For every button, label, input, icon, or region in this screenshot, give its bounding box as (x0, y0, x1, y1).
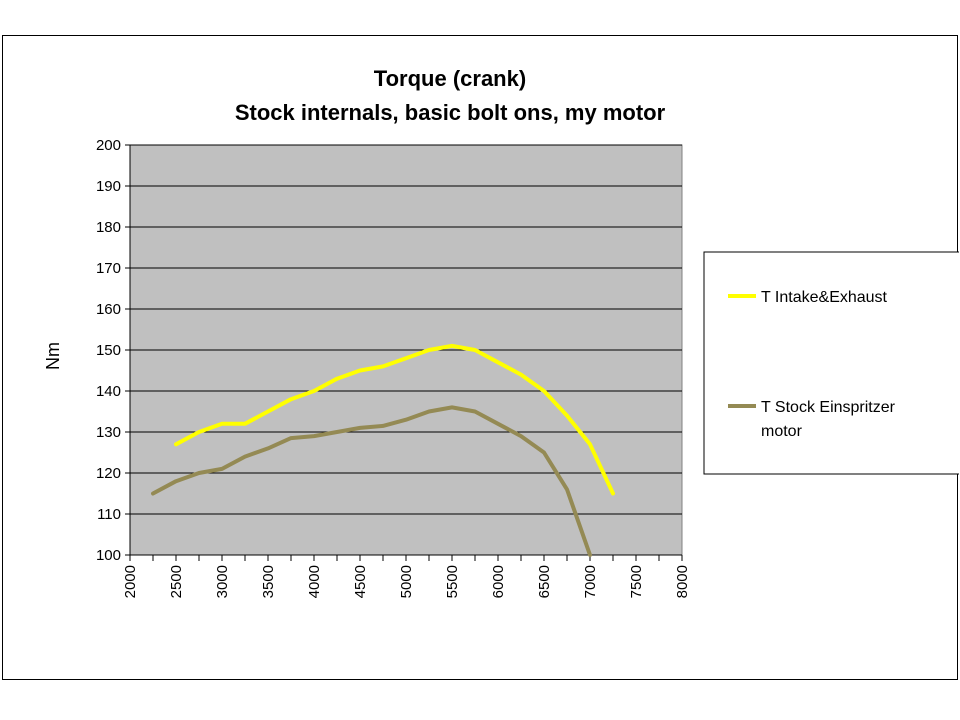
x-tick-label: 8000 (674, 565, 691, 598)
y-tick-label: 120 (96, 465, 121, 482)
x-tick-label: 2500 (168, 565, 185, 598)
chart-title-line-1: Torque (crank) (374, 66, 526, 91)
y-tick-label: 150 (96, 342, 121, 359)
y-tick-label: 130 (96, 424, 121, 441)
y-tick-label: 100 (96, 547, 121, 564)
torque-chart: Torque (crank) Stock internals, basic bo… (43, 66, 959, 598)
x-tick-label: 5000 (398, 565, 415, 598)
legend-box (703, 251, 959, 475)
series-line-1 (174, 343, 615, 496)
y-axis-label: Nm (43, 342, 63, 370)
plot-area: 100 110 120 130 140 150 160 170 180 190 200 2000 250… (96, 137, 691, 598)
legend: T Intake&Exhaust T Stock Einspritzer motor (703, 251, 959, 475)
y-tick-label: 140 (96, 383, 121, 400)
chart-title-line-2: Stock internals, basic bolt ons, my moto… (235, 100, 666, 125)
x-tick-label: 3000 (214, 565, 231, 598)
x-tick-label: 3500 (260, 565, 277, 598)
y-tick-label: 110 (97, 506, 121, 523)
chart-frame: Torque (crank) Stock internals, basic bo… (2, 35, 959, 680)
x-tick-label: 6500 (536, 565, 553, 598)
x-tick-label: 4000 (306, 565, 323, 598)
y-tick-label: 170 (96, 260, 121, 277)
series-line-2 (151, 405, 592, 557)
y-tick-label: 200 (96, 137, 121, 154)
legend-label-line: motor (761, 423, 803, 440)
legend-label-line: T Stock Einspritzer (761, 399, 896, 416)
x-tick-label: 7000 (582, 565, 599, 598)
y-tick-label: 180 (96, 219, 121, 236)
legend-label-line: T Intake&Exhaust (761, 289, 888, 306)
legend-label-2: T Stock Einspritzer motor (761, 399, 896, 440)
x-tick-label: 2000 (122, 565, 139, 598)
x-tick-label: 5500 (444, 565, 461, 598)
y-tick-label: 190 (96, 178, 121, 195)
x-tick-label: 7500 (628, 565, 645, 598)
x-tick-label: 4500 (352, 565, 369, 598)
y-tick-label: 160 (96, 301, 121, 318)
x-tick-label: 6000 (490, 565, 507, 598)
legend-label-1: T Intake&Exhaust (761, 289, 888, 306)
